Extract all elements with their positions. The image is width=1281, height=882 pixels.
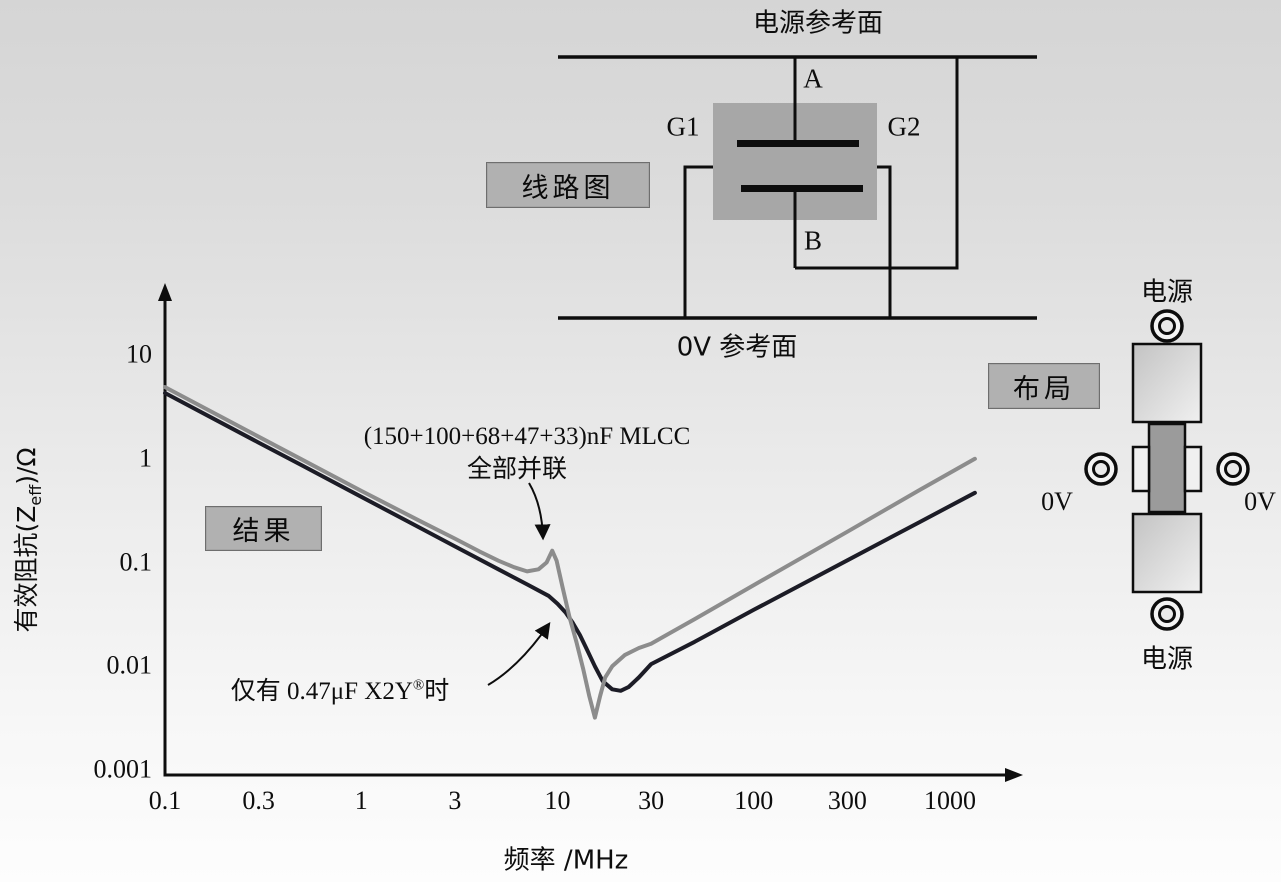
annotation-x2y-text1: 仅有 0.47μF X2Y [230,678,413,705]
via-ring-bottom-inner [1158,605,1176,623]
schematic-title-box: 线路图 [486,162,650,208]
power-plane-label: 电源参考面 [752,8,884,39]
terminal-a-label: A [803,63,823,94]
via-ring-top-inner [1158,317,1176,335]
terminal-g1-label: G1 [666,111,700,142]
layout-title-box: 布局 [988,363,1100,409]
layout-power-bottom-label: 电源 [1140,644,1194,675]
wire-g1 [683,165,713,318]
arrow-to-x2y-curve [487,622,551,686]
y-axis-title-part1: 有效阻抗(Z [12,505,41,633]
x-axis-arrow [1005,768,1023,782]
circuit-schematic [558,55,1037,320]
terminal-right [1183,445,1203,493]
capacitor-plate-top [737,140,859,147]
pad-bottom [1131,512,1203,594]
wire-g2 [877,165,892,318]
layout-title-label: 布局 [1013,373,1075,405]
arrow-to-mlcc-peak [528,482,551,541]
layout-0v-right-label: 0V [1244,487,1276,516]
wire-b-return [795,57,959,270]
y-axis-title: 有效阻抗(Zeff)/Ω [7,447,45,632]
annotation-mlcc-line1: (150+100+68+47+33)nF MLCC [363,423,691,450]
y-axis-title-subscript: eff [26,484,45,506]
terminal-b-label: B [803,225,823,256]
terminal-left [1131,445,1151,493]
annotation-x2y: 仅有 0.47μF X2Y®时 [231,671,450,707]
chart-curves [163,385,977,720]
annotation-arrows [487,482,551,686]
capacitor-plate-bottom [741,185,863,192]
registered-trademark-symbol: ® [412,677,425,694]
curve-mlcc-parallel [163,385,977,720]
results-title-label: 结果 [232,516,295,547]
x-axis-title: 频率 /MHz [503,845,629,876]
y-axis-arrow [158,283,172,301]
via-ring-right-inner [1224,460,1242,478]
pad-top [1131,342,1203,424]
results-title-box: 结果 [205,506,322,551]
via-ring-left-inner [1092,460,1110,478]
ground-plane-label: 0V 参考面 [676,332,798,363]
terminal-g2-label: G2 [887,111,921,142]
layout-power-top-label: 电源 [1140,277,1194,308]
y-axis-title-part2: )/Ω [12,447,41,485]
annotation-mlcc-line2: 全部并联 [466,454,568,483]
component-body [1147,422,1187,514]
curve-x2y-only [163,391,977,693]
layout-0v-left-label: 0V [1041,487,1073,516]
annotation-x2y-text2: 时 [424,678,450,705]
layout-drawing [1084,309,1250,631]
schematic-title-label: 线路图 [521,172,615,204]
chart-axes [158,283,1023,782]
